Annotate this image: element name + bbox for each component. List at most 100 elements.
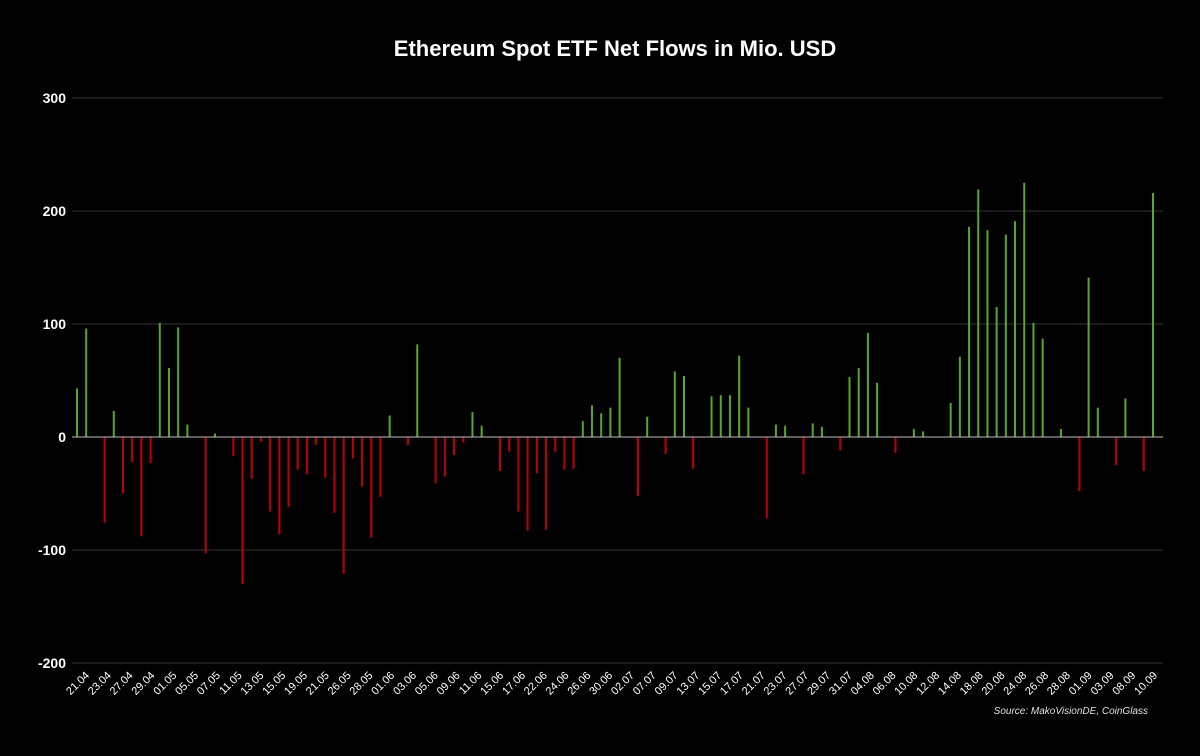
bar xyxy=(1142,437,1145,471)
bar xyxy=(600,413,603,437)
x-tick-label: 03.06 xyxy=(391,670,419,698)
bar xyxy=(370,437,373,538)
x-tick-label: 10.08 xyxy=(892,670,920,698)
x-tick-label: 23.04 xyxy=(86,670,114,698)
x-tick-label: 10.09 xyxy=(1132,670,1160,698)
x-tick-label: 21.05 xyxy=(304,670,332,698)
bar xyxy=(177,327,180,437)
bar xyxy=(167,368,170,437)
bar xyxy=(269,437,272,512)
x-tick-label: 15.05 xyxy=(260,670,288,698)
bar xyxy=(517,437,520,512)
bar xyxy=(213,433,216,437)
source-note: Source: MakoVisionDE, CoinGlass xyxy=(993,706,1148,717)
bar xyxy=(802,437,805,475)
x-axis-ticks: 21.0423.0427.0429.0401.0505.0507.0511.05… xyxy=(64,670,1160,698)
x-tick-label: 07.07 xyxy=(631,670,659,698)
bar xyxy=(250,437,253,479)
bar xyxy=(1004,234,1007,437)
bar xyxy=(259,437,262,442)
x-tick-label: 21.07 xyxy=(740,670,768,698)
bar xyxy=(728,395,731,437)
bar xyxy=(361,437,364,487)
bar xyxy=(609,407,612,437)
x-tick-label: 26.05 xyxy=(326,670,354,698)
bar xyxy=(324,437,327,478)
bar xyxy=(986,230,989,437)
bar xyxy=(149,437,152,463)
x-tick-label: 30.06 xyxy=(587,670,615,698)
x-tick-label: 09.06 xyxy=(435,670,463,698)
bar xyxy=(112,411,115,437)
y-axis-ticks: 300 200 100 0 -100 -200 xyxy=(38,90,66,671)
x-tick-label: 01.09 xyxy=(1067,670,1095,698)
bar xyxy=(379,437,382,497)
grid-lines xyxy=(72,97,1163,664)
bar xyxy=(1115,437,1118,466)
x-tick-label: 09.07 xyxy=(653,670,681,698)
bar xyxy=(738,355,741,437)
bar xyxy=(664,437,667,454)
x-tick-label: 22.06 xyxy=(522,670,550,698)
bar xyxy=(765,437,768,519)
bar xyxy=(526,437,529,531)
bar xyxy=(572,437,575,469)
bar xyxy=(1060,429,1063,437)
bar xyxy=(747,407,750,437)
bar xyxy=(453,437,456,456)
bar xyxy=(462,437,465,443)
bar xyxy=(1032,322,1035,437)
bar xyxy=(535,437,538,474)
x-tick-label: 26.08 xyxy=(1023,670,1051,698)
x-tick-label: 23.07 xyxy=(762,670,790,698)
x-tick-label: 02.07 xyxy=(609,670,637,698)
bar xyxy=(839,437,842,451)
bar xyxy=(296,437,299,470)
x-tick-label: 13.07 xyxy=(674,670,702,698)
x-tick-label: 11.06 xyxy=(457,670,484,697)
x-tick-label: 13.05 xyxy=(239,670,267,698)
x-tick-label: 21.04 xyxy=(64,670,92,698)
bar xyxy=(554,437,557,452)
x-tick-label: 01.05 xyxy=(151,670,179,698)
x-tick-label: 17.06 xyxy=(500,670,528,698)
bar xyxy=(636,437,639,496)
bar xyxy=(646,416,649,437)
bar xyxy=(968,226,971,437)
bar xyxy=(287,437,290,508)
x-tick-label: 28.08 xyxy=(1045,670,1073,698)
chart-title: Ethereum Spot ETF Net Flows in Mio. USD xyxy=(393,36,837,61)
x-tick-label: 29.07 xyxy=(805,670,833,698)
bar xyxy=(232,437,235,457)
bar xyxy=(305,437,308,475)
bar xyxy=(591,405,594,437)
bar xyxy=(434,437,437,484)
y-tick-label: 200 xyxy=(43,203,67,219)
x-tick-label: 12.08 xyxy=(914,670,942,698)
bar xyxy=(774,424,777,437)
x-tick-label: 14.08 xyxy=(936,670,964,698)
x-tick-label: 19.05 xyxy=(282,670,310,698)
x-tick-label: 05.05 xyxy=(173,670,201,698)
bar xyxy=(480,425,483,437)
bar xyxy=(471,412,474,437)
bar xyxy=(894,437,897,453)
bar xyxy=(876,382,879,437)
bar xyxy=(1041,338,1044,437)
x-tick-label: 15.06 xyxy=(478,670,506,698)
x-tick-label: 27.07 xyxy=(783,670,811,698)
bar xyxy=(995,307,998,437)
bar xyxy=(103,437,106,523)
x-tick-label: 08.09 xyxy=(1110,670,1138,698)
bar xyxy=(1087,277,1090,437)
bar xyxy=(866,333,869,437)
bars xyxy=(76,182,1154,584)
x-tick-label: 01.06 xyxy=(369,670,397,698)
bar xyxy=(958,356,961,437)
x-tick-label: 03.09 xyxy=(1089,670,1117,698)
bar xyxy=(857,368,860,437)
x-tick-label: 20.08 xyxy=(980,670,1008,698)
bar xyxy=(977,189,980,437)
x-tick-label: 26.06 xyxy=(565,670,593,698)
bar xyxy=(388,415,391,437)
